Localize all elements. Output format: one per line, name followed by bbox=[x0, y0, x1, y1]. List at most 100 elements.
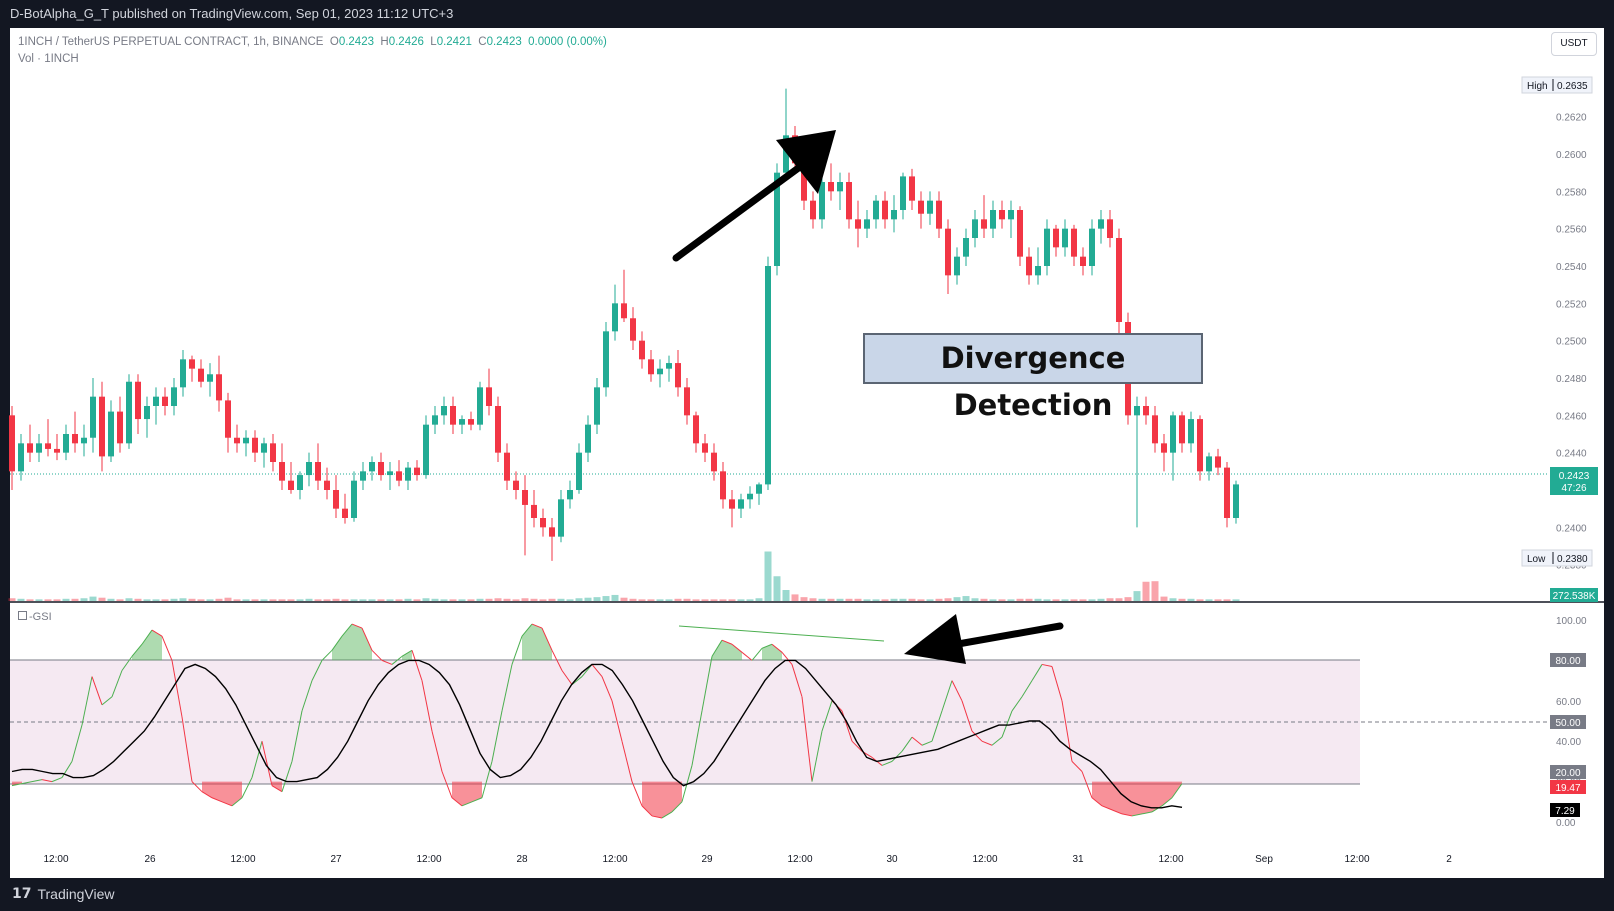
volume-bar bbox=[116, 599, 124, 601]
gsi-segment bbox=[191, 781, 203, 793]
gsi-segment bbox=[121, 656, 133, 671]
gsi-overbought-fill bbox=[402, 650, 412, 661]
volume-bar bbox=[1169, 598, 1177, 601]
price-tick: 0.2460 bbox=[1556, 411, 1587, 422]
gsi-segment bbox=[561, 670, 573, 685]
price-pane[interactable] bbox=[8, 88, 1605, 603]
candle bbox=[333, 475, 339, 518]
candle bbox=[558, 490, 564, 543]
price-tick: 0.2600 bbox=[1556, 150, 1587, 161]
candle bbox=[117, 396, 123, 453]
gsi-segment bbox=[571, 676, 583, 686]
candle bbox=[621, 269, 627, 322]
candle bbox=[1044, 219, 1050, 276]
candle bbox=[432, 406, 438, 434]
volume-bar bbox=[890, 598, 898, 601]
price-axis[interactable]: 0.26400.26200.26000.25800.25600.25400.25… bbox=[1556, 75, 1587, 571]
gsi-segment bbox=[61, 761, 73, 778]
gsi-segment bbox=[401, 649, 413, 657]
tradingview-logo-icon: 17 bbox=[12, 886, 32, 902]
gsi-segment bbox=[1121, 813, 1133, 817]
volume-bars bbox=[8, 551, 1240, 601]
symbol-title[interactable]: 1INCH / TetherUS PERPETUAL CONTRACT, 1h,… bbox=[18, 36, 324, 48]
candle bbox=[450, 396, 456, 434]
gsi-segment bbox=[271, 785, 283, 793]
volume-legend[interactable]: Vol · 1INCH bbox=[18, 53, 79, 65]
candle bbox=[765, 256, 771, 490]
gsi-segment bbox=[101, 696, 113, 706]
volume-bar bbox=[287, 599, 295, 601]
volume-bar bbox=[152, 599, 160, 601]
gsi-segment bbox=[801, 696, 813, 782]
volume-bar bbox=[575, 598, 583, 601]
candle bbox=[954, 247, 960, 285]
gsi-indicator-label[interactable]: -GSI bbox=[18, 611, 52, 623]
volume-bar bbox=[89, 596, 97, 601]
gsi-segment bbox=[81, 676, 93, 726]
candle bbox=[135, 374, 141, 434]
volume-bar bbox=[1079, 599, 1087, 601]
candle bbox=[756, 482, 762, 505]
candle bbox=[909, 168, 915, 210]
gsi-segment bbox=[361, 627, 373, 651]
gsi-segment bbox=[781, 652, 793, 665]
candle bbox=[603, 322, 609, 397]
change-value: 0.0000 (0.00%) bbox=[528, 36, 607, 48]
volume-bar bbox=[395, 599, 403, 601]
candle bbox=[504, 443, 510, 490]
chart-legend: 1INCH / TetherUS PERPETUAL CONTRACT, 1h,… bbox=[18, 34, 607, 68]
high-badge: High 0.2635 bbox=[1521, 76, 1593, 94]
volume-bar bbox=[503, 598, 511, 601]
price-tick: 0.2400 bbox=[1556, 523, 1587, 534]
volume-bar bbox=[1214, 599, 1222, 601]
volume-bar bbox=[44, 599, 52, 601]
volume-bar bbox=[98, 597, 106, 601]
volume-bar bbox=[845, 598, 853, 601]
price-tick: 0.2580 bbox=[1556, 187, 1587, 198]
candle bbox=[594, 378, 600, 434]
gsi-segment bbox=[931, 710, 943, 742]
volume-bar bbox=[1133, 591, 1141, 601]
candle bbox=[108, 400, 114, 462]
gsi-segment bbox=[731, 643, 743, 653]
candle bbox=[1170, 411, 1176, 481]
publish-info: D-BotAlpha_G_T published on TradingView.… bbox=[10, 6, 454, 21]
candle bbox=[576, 443, 582, 494]
indicator-icon bbox=[18, 611, 27, 620]
gsi-segment bbox=[221, 801, 233, 807]
gsi-tick: 40.00 bbox=[1556, 737, 1581, 748]
gsi-segment bbox=[611, 700, 623, 742]
gsi-segment bbox=[21, 781, 33, 785]
currency-button[interactable]: USDT bbox=[1551, 32, 1597, 56]
volume-bar bbox=[1097, 598, 1105, 601]
volume-bar bbox=[683, 598, 691, 601]
gsi-segment bbox=[421, 680, 433, 732]
gsi-overbought-fill bbox=[522, 624, 552, 661]
gsi-segment bbox=[891, 750, 903, 762]
gsi-segment bbox=[1091, 797, 1103, 807]
volume-bar bbox=[989, 599, 997, 601]
candle bbox=[783, 88, 789, 177]
candle bbox=[1026, 247, 1032, 285]
gsi-tick: 100.00 bbox=[1556, 616, 1587, 627]
volume-bar bbox=[971, 598, 979, 601]
volume-bar bbox=[1142, 581, 1150, 601]
gsi-segment bbox=[161, 635, 173, 661]
volume-bar bbox=[107, 598, 115, 601]
volume-bar bbox=[17, 598, 25, 601]
gsi-oversold-fill bbox=[1092, 781, 1182, 816]
volume-bar bbox=[548, 598, 556, 601]
gsi-pane[interactable] bbox=[10, 623, 1548, 819]
price-tick: 0.2620 bbox=[1556, 113, 1587, 124]
time-axis[interactable]: 12:00 26 12:00 27 12:00 28 12:00 29 12:00 30 12:00… bbox=[43, 854, 1452, 865]
candle bbox=[513, 471, 519, 500]
tradingview-logo[interactable]: 17 TradingView bbox=[12, 878, 115, 911]
gsi-segment bbox=[621, 741, 633, 782]
volume-bar bbox=[998, 599, 1006, 601]
volume-bar bbox=[278, 599, 286, 601]
candle bbox=[162, 387, 168, 416]
gsi-segment bbox=[281, 761, 293, 792]
volume-value: 272.538K bbox=[1553, 591, 1596, 602]
candle bbox=[684, 378, 690, 425]
